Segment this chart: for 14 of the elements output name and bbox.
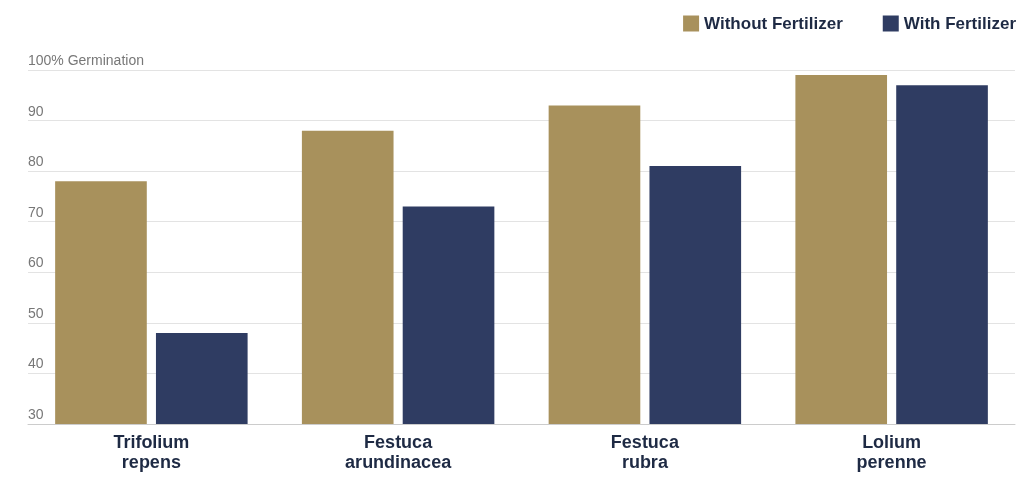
y-tick-label: 80 xyxy=(28,153,44,170)
y-tick-label: 90 xyxy=(28,102,44,119)
y-tick-label: 60 xyxy=(28,254,44,271)
x-tick-label: Festuca rubra xyxy=(610,432,680,472)
legend-label: Without Fertilizer xyxy=(704,14,844,33)
x-tick-label: Festuca arundinacea xyxy=(345,432,453,472)
y-tick-label: 70 xyxy=(28,203,44,220)
x-tick-label: Trifolium repens xyxy=(113,432,190,472)
y-tick-label: 40 xyxy=(28,355,44,372)
y-tick-label: 30 xyxy=(28,406,44,422)
x-tick-label: Lolium perenne xyxy=(856,432,927,472)
y-tick-label: 50 xyxy=(28,304,44,321)
y-tick-label: 100% Germination xyxy=(28,52,144,68)
legend-label: With Fertilizer xyxy=(903,14,1017,33)
